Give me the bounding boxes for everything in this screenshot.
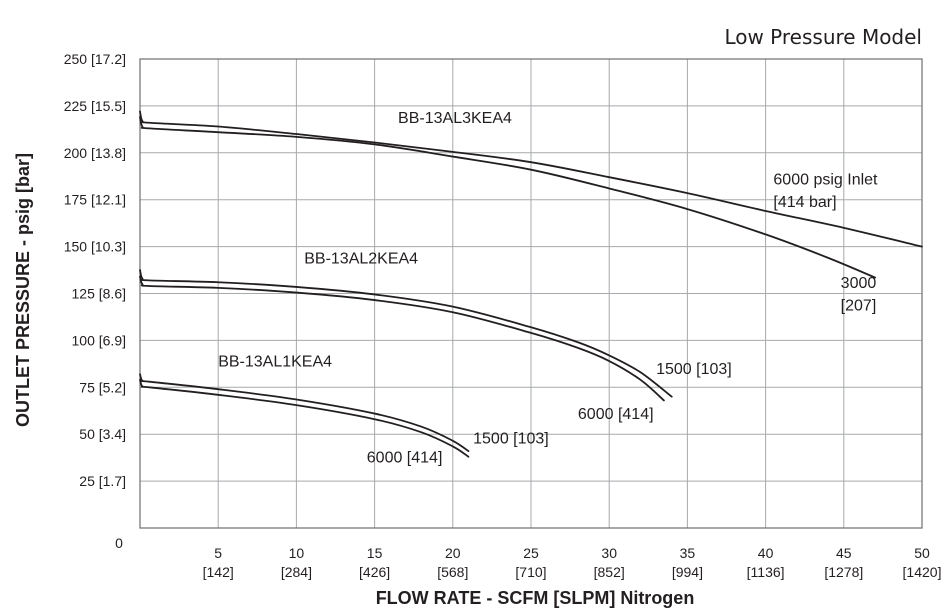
x-tick-sublabel: [426]: [359, 564, 390, 580]
curve-label: 3000: [841, 275, 877, 292]
x-tick-label: 40: [758, 545, 774, 561]
x-tick-sublabel: [142]: [203, 564, 234, 580]
y-axis-title: OUTLET PRESSURE - psig [bar]: [13, 153, 33, 427]
y-tick-label: 150 [10.3]: [64, 239, 126, 255]
y-tick-label: 175 [12.1]: [64, 192, 126, 208]
curve-label: BB-13AL2KEA4: [304, 250, 418, 267]
curve-label: 6000 psig Inlet: [773, 172, 878, 189]
curve-label: 6000 [414]: [578, 406, 654, 423]
x-tick-label: 35: [680, 545, 696, 561]
y-tick-label: 225 [15.5]: [64, 98, 126, 114]
axis-ticks: 25 [1.7] 50 [3.4] 75 [5.2] 100 [6.9] 125 [8.…: [64, 51, 942, 580]
series-line-al3-3000: [139, 116, 876, 279]
x-tick-sublabel: [1136]: [747, 564, 785, 580]
x-tick-label: 50: [914, 545, 930, 561]
model-label: Low Pressure Model: [724, 25, 922, 49]
x-tick-sublabel: [568]: [437, 564, 468, 580]
y-tick-label: 75 [5.2]: [79, 379, 126, 395]
x-tick-sublabel: [710]: [515, 564, 546, 580]
curve-label: BB-13AL1KEA4: [218, 354, 332, 371]
series-line-al3-6000: [139, 110, 923, 248]
x-tick-sublabel: [1278]: [824, 564, 863, 580]
curve-label: [414 bar]: [773, 194, 836, 211]
annotations: BB-13AL3KEA4 6000 psig Inlet [414 bar] 3000…: [218, 110, 878, 467]
y-tick-label: 100 [6.9]: [72, 332, 127, 348]
x-tick-sublabel: [284]: [281, 564, 312, 580]
x-tick-label: 25: [523, 545, 539, 561]
series-line-al1-6000: [139, 378, 470, 458]
series-line-al1-1500: [139, 373, 470, 452]
x-tick-sublabel: [852]: [594, 564, 625, 580]
y-tick-label: 125 [8.6]: [72, 286, 127, 302]
curve-label: 1500 [103]: [473, 431, 549, 448]
x-tick-label: 15: [367, 545, 383, 561]
x-tick-label: 30: [601, 545, 617, 561]
curve-label: BB-13AL3KEA4: [398, 110, 512, 127]
y-tick-label: 50 [3.4]: [79, 426, 126, 442]
series-lines: [139, 110, 923, 458]
x-tick-label: 45: [836, 545, 852, 561]
x-tick-sublabel: [994]: [672, 564, 703, 580]
grid: [140, 58, 923, 528]
x-tick-label: 10: [289, 545, 305, 561]
curve-label: 6000 [414]: [367, 449, 443, 466]
plot-frame: [139, 58, 923, 529]
series-line-al2-6000: [139, 269, 673, 398]
x-tick-label: 20: [445, 545, 461, 561]
y-tick-label: 250 [17.2]: [64, 51, 126, 67]
x-origin-label: 0: [115, 535, 123, 551]
series-line-al2-1500: [139, 275, 665, 402]
y-tick-label: 25 [1.7]: [79, 473, 126, 489]
curve-label: 1500 [103]: [656, 361, 732, 378]
curve-label: [207]: [841, 297, 877, 314]
x-tick-label: 5: [214, 545, 222, 561]
y-tick-label: 200 [13.8]: [64, 145, 126, 161]
x-axis-title: FLOW RATE - SCFM [SLPM] Nitrogen: [376, 588, 695, 608]
x-tick-sublabel: [1420]: [903, 564, 942, 580]
